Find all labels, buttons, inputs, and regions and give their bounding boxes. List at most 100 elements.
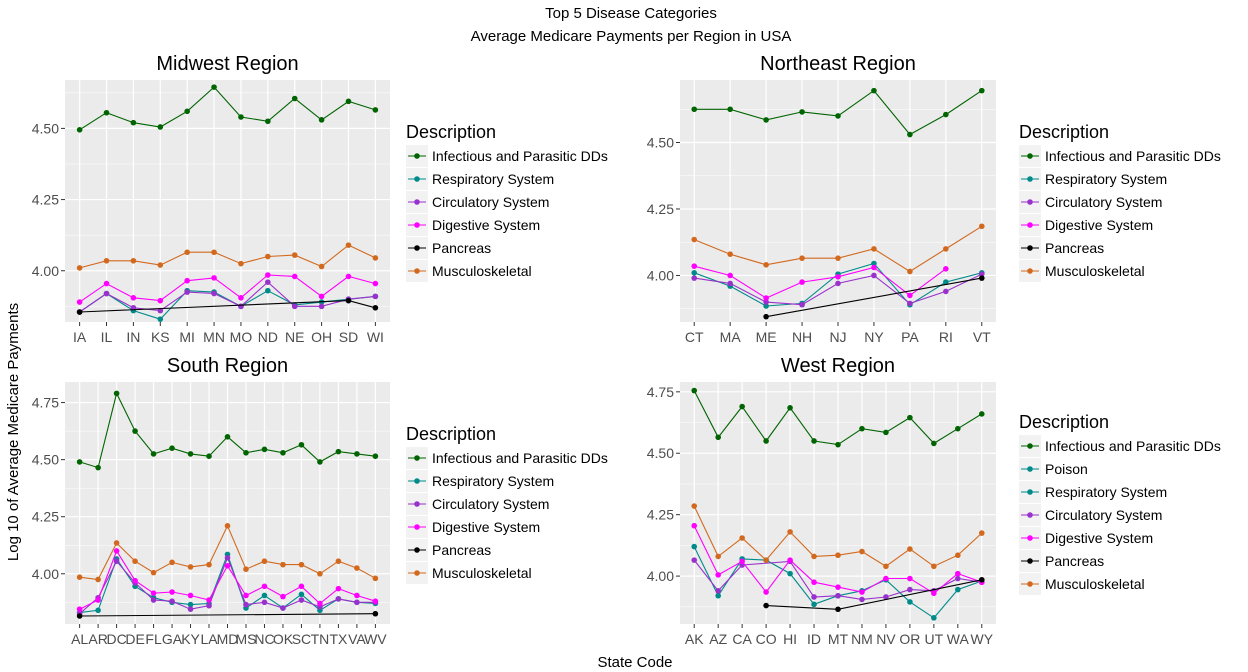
- legend-item: Infectious and Parasitic DDs: [406, 447, 608, 469]
- data-point: [354, 451, 360, 457]
- x-tick-label: WA: [947, 631, 970, 647]
- data-point: [835, 255, 841, 261]
- series-pancreas: [76, 297, 379, 315]
- data-point: [95, 464, 101, 471]
- series-digestive-system: [76, 548, 379, 612]
- legend-key-point: [414, 199, 420, 205]
- y-tick-label: 4.00: [32, 566, 59, 582]
- y-tick-label: 4.00: [647, 568, 674, 584]
- data-point: [835, 441, 841, 448]
- data-point: [265, 272, 271, 278]
- data-point: [130, 257, 137, 264]
- data-point: [883, 429, 889, 436]
- series-musculoskeletal: [76, 242, 379, 271]
- y-tick-label: 4.00: [32, 263, 59, 279]
- series-line: [694, 265, 947, 299]
- data-point: [238, 303, 244, 310]
- data-point: [691, 557, 698, 563]
- panel-0: 4.00 4.25 4.50 IA IL IN KS MI MN MO ND NE OH SD WI Midw…: [32, 53, 608, 345]
- data-point: [113, 548, 120, 554]
- data-point: [978, 576, 985, 583]
- data-point: [95, 597, 101, 603]
- data-point: [132, 577, 138, 584]
- x-tick-label: MS: [235, 631, 256, 647]
- y-tick-label: 4.25: [32, 192, 59, 208]
- legend-key-point: [1027, 443, 1033, 449]
- x-tick-label: KY: [181, 631, 200, 647]
- data-point: [76, 299, 83, 305]
- legend-label: Musculoskeletal: [1045, 576, 1145, 592]
- data-point: [243, 566, 249, 573]
- data-point: [113, 390, 120, 397]
- legend-label: Digestive System: [1045, 530, 1153, 546]
- data-point: [763, 438, 769, 444]
- x-tick-label: NJ: [829, 329, 846, 345]
- data-point: [691, 387, 698, 394]
- data-point: [243, 601, 249, 608]
- data-point: [978, 223, 985, 230]
- legend-item: Infectious and Parasitic DDs: [1019, 145, 1221, 167]
- data-point: [691, 503, 698, 509]
- data-point: [187, 451, 194, 457]
- legend-item: Pancreas: [406, 539, 491, 561]
- data-point: [835, 113, 841, 119]
- legend-label: Musculoskeletal: [432, 263, 532, 279]
- legend-item: Musculoskeletal: [406, 562, 532, 584]
- data-point: [291, 252, 298, 258]
- data-point: [739, 403, 745, 410]
- series-line: [766, 277, 982, 318]
- legend-item: Pancreas: [1019, 237, 1104, 259]
- series-pancreas: [76, 610, 379, 619]
- x-tick-label: AR: [88, 631, 107, 647]
- data-point: [787, 557, 793, 563]
- legend-label: Musculoskeletal: [1045, 263, 1145, 279]
- legend-key-point: [414, 153, 420, 159]
- x-tick-label: NV: [876, 631, 896, 647]
- legend-key-point: [1027, 466, 1033, 472]
- data-point: [799, 109, 805, 115]
- data-point: [691, 543, 698, 550]
- data-point: [76, 606, 83, 612]
- data-point: [372, 610, 379, 617]
- data-point: [95, 607, 101, 614]
- data-point: [763, 557, 769, 563]
- legend-key-point: [414, 222, 420, 228]
- data-point: [184, 108, 190, 115]
- data-point: [345, 273, 352, 280]
- data-point: [211, 84, 217, 90]
- data-point: [211, 275, 217, 281]
- figure-subtitle: Average Medicare Payments per Region in …: [471, 28, 792, 45]
- legend-label: Digestive System: [432, 519, 540, 535]
- data-point: [715, 434, 721, 441]
- data-point: [243, 592, 249, 599]
- data-point: [291, 95, 298, 102]
- data-point: [691, 270, 698, 276]
- data-point: [211, 249, 217, 256]
- data-point: [943, 279, 949, 285]
- data-point: [318, 117, 325, 123]
- data-point: [715, 553, 721, 560]
- data-point: [691, 275, 698, 281]
- data-point: [372, 107, 379, 113]
- legend-label: Pancreas: [432, 240, 491, 256]
- data-point: [372, 280, 379, 287]
- data-point: [184, 277, 190, 284]
- data-point: [150, 590, 157, 596]
- legend-item: Infectious and Parasitic DDs: [406, 145, 608, 167]
- legend-key-point: [414, 176, 420, 182]
- data-point: [907, 599, 913, 605]
- panel-1: 4.00 4.25 4.50 CT MA ME NH NJ NY PA RI VT Northeast …: [647, 53, 1221, 345]
- data-point: [132, 428, 138, 434]
- data-point: [763, 295, 769, 301]
- legend-key-point: [1027, 268, 1033, 274]
- data-point: [691, 263, 698, 269]
- legend: Description Infectious and Parasitic DDs R…: [406, 424, 608, 584]
- data-point: [811, 438, 817, 444]
- panel-3: 4.00 4.25 4.50 4.75 AK AZ CA CO HI ID MT NM NV OR UT WA…: [647, 355, 1221, 647]
- data-point: [372, 304, 379, 311]
- legend-item: Poison: [1019, 458, 1088, 480]
- panel-title: South Region: [167, 355, 288, 377]
- data-point: [298, 583, 305, 590]
- series-circulatory-system: [691, 271, 985, 308]
- data-point: [261, 599, 268, 606]
